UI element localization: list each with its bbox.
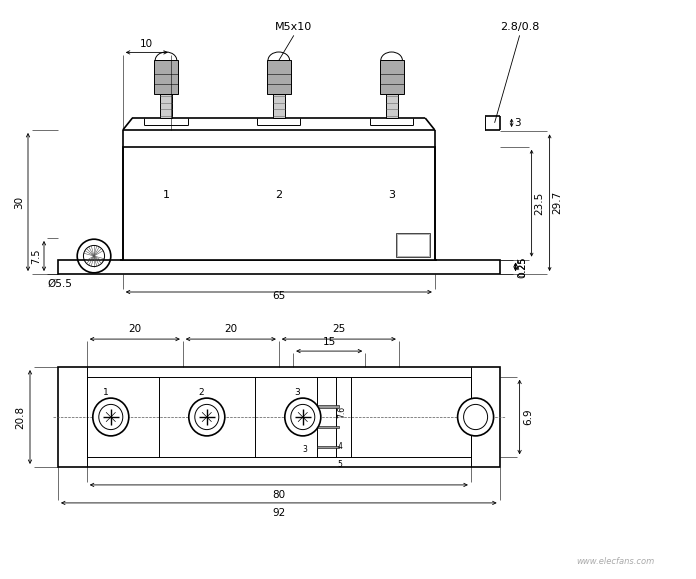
Bar xyxy=(273,94,285,118)
Text: 92: 92 xyxy=(272,508,285,518)
Bar xyxy=(122,147,435,259)
Text: 20: 20 xyxy=(128,324,141,334)
Text: 80: 80 xyxy=(272,490,285,500)
Bar xyxy=(317,405,339,408)
Text: 3: 3 xyxy=(294,388,300,397)
Text: 2.8/0.8: 2.8/0.8 xyxy=(500,23,539,32)
Bar xyxy=(267,60,291,94)
Ellipse shape xyxy=(457,398,493,436)
Bar xyxy=(397,234,429,256)
Text: 1: 1 xyxy=(102,388,109,397)
Text: 29.7: 29.7 xyxy=(553,191,562,214)
Text: 7.6: 7.6 xyxy=(338,406,347,418)
Bar xyxy=(379,60,404,94)
Text: 3: 3 xyxy=(514,118,521,128)
Bar xyxy=(160,94,172,118)
Text: 15: 15 xyxy=(322,337,336,347)
Bar xyxy=(154,60,178,94)
Bar xyxy=(317,426,339,428)
Text: 5: 5 xyxy=(338,460,342,470)
Text: 20: 20 xyxy=(224,324,237,334)
Bar xyxy=(58,259,500,274)
Text: 7.5: 7.5 xyxy=(31,248,41,264)
Text: 4: 4 xyxy=(338,442,342,451)
Bar xyxy=(386,94,397,118)
Text: 0.25: 0.25 xyxy=(519,257,528,277)
Ellipse shape xyxy=(464,404,488,430)
Text: 2: 2 xyxy=(275,190,283,200)
Text: 1: 1 xyxy=(162,190,170,200)
Ellipse shape xyxy=(99,404,122,430)
Text: 23.5: 23.5 xyxy=(535,192,544,215)
Text: 2: 2 xyxy=(198,388,204,397)
Text: 6.9: 6.9 xyxy=(523,409,534,426)
Text: 10: 10 xyxy=(140,39,153,49)
Bar xyxy=(87,377,470,457)
Ellipse shape xyxy=(189,398,225,436)
Text: 3: 3 xyxy=(388,190,395,200)
Text: Ø5.5: Ø5.5 xyxy=(47,279,72,289)
Text: 65: 65 xyxy=(272,291,285,301)
Bar xyxy=(317,446,339,448)
Bar xyxy=(317,377,336,457)
Text: 30: 30 xyxy=(14,196,24,208)
Ellipse shape xyxy=(195,404,219,430)
Text: 3: 3 xyxy=(303,445,308,455)
Ellipse shape xyxy=(93,398,129,436)
Ellipse shape xyxy=(291,404,315,430)
Text: www.elecfans.com: www.elecfans.com xyxy=(576,556,654,566)
Text: 20.8: 20.8 xyxy=(15,405,25,428)
Bar xyxy=(397,233,430,257)
Text: M5x10: M5x10 xyxy=(275,23,313,32)
Ellipse shape xyxy=(285,398,321,436)
Text: 0.25: 0.25 xyxy=(518,256,528,277)
Text: 25: 25 xyxy=(332,324,345,334)
Bar xyxy=(58,367,500,467)
